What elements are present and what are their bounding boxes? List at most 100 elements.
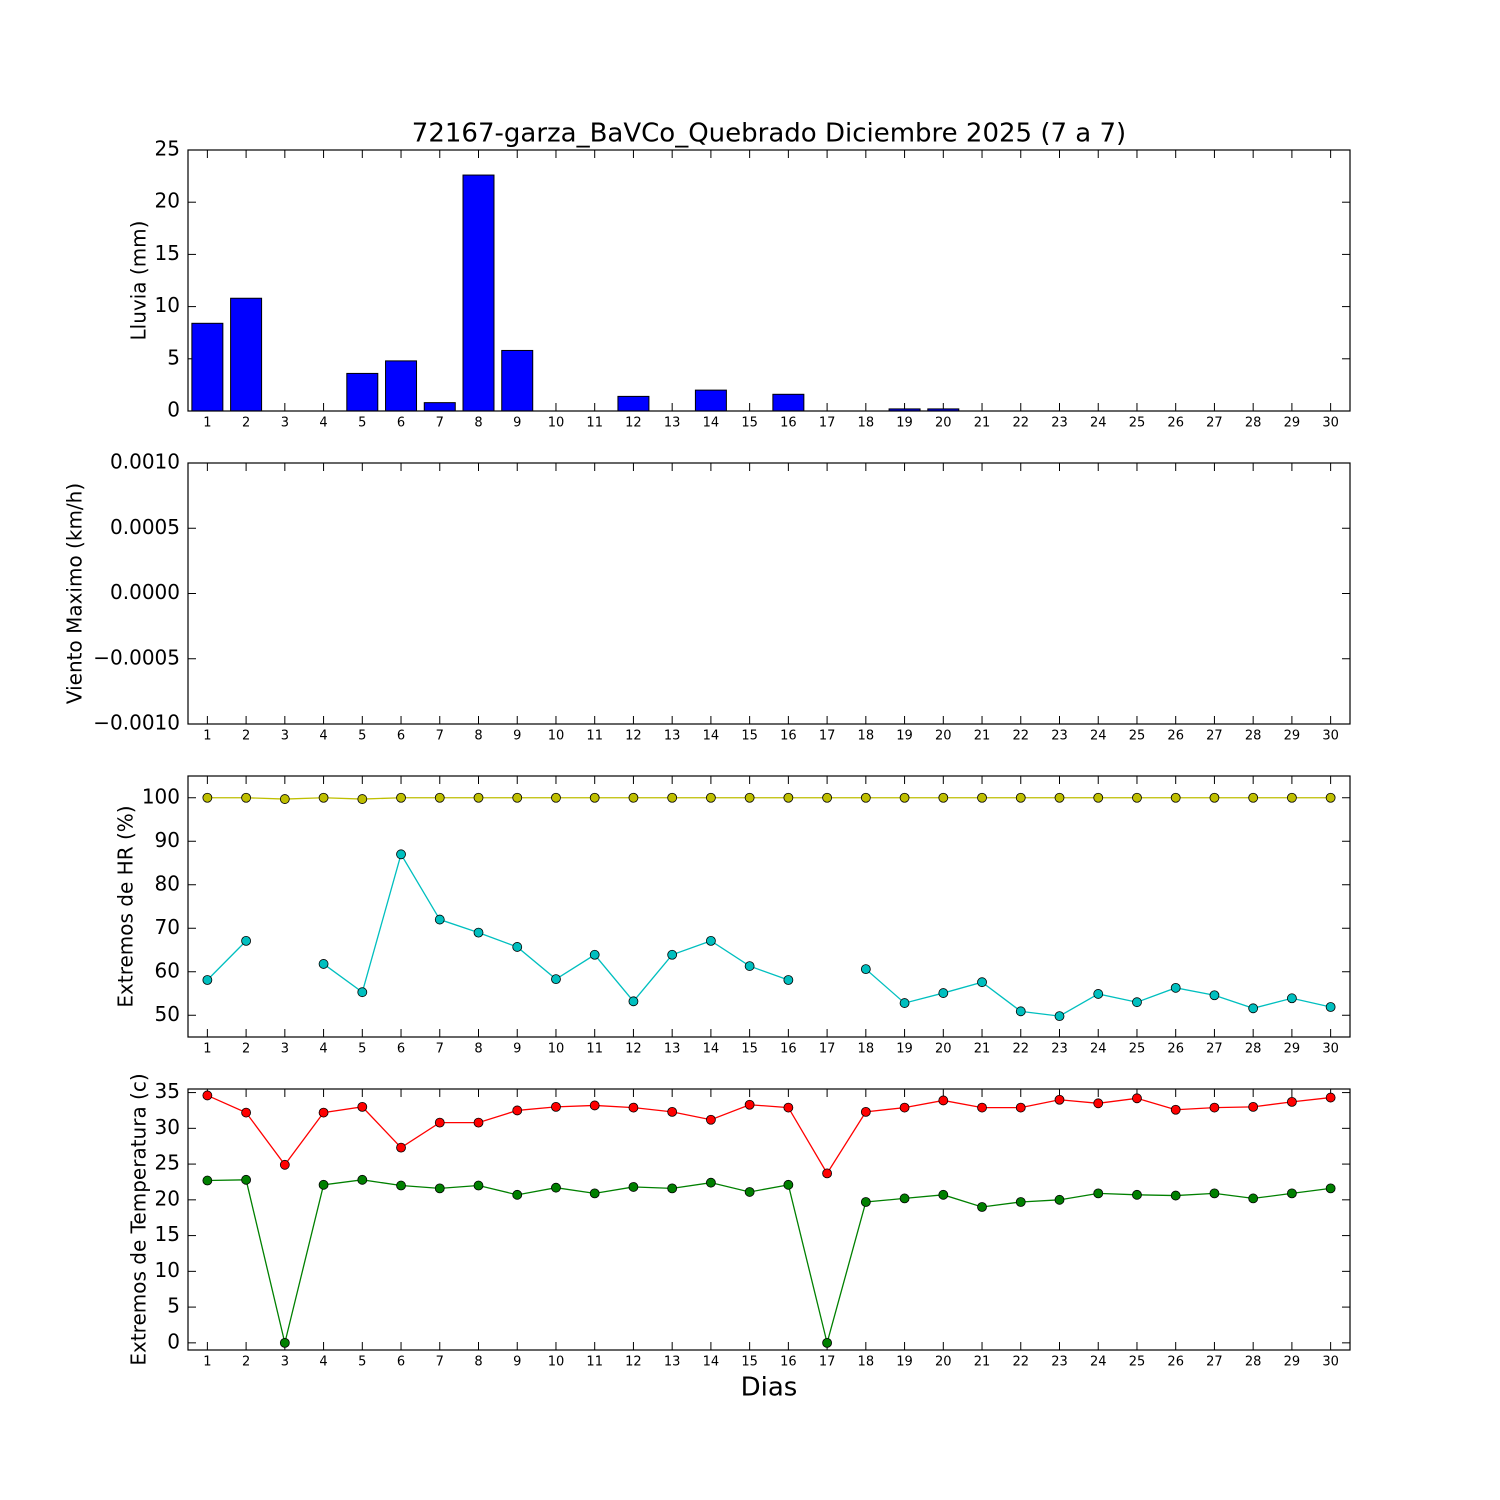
point <box>1132 1189 1142 1200</box>
x-tick-label: 22 <box>1012 416 1029 431</box>
point <box>1015 792 1026 803</box>
point <box>706 1114 716 1125</box>
bar <box>462 174 495 412</box>
x-tick-label: 13 <box>664 1355 681 1370</box>
axes-frame <box>187 775 1351 1038</box>
x-tick-label: 12 <box>625 1355 642 1370</box>
point <box>706 792 716 803</box>
point <box>1132 1093 1142 1104</box>
x-tick-label: 3 <box>281 416 289 431</box>
x-tick-label: 18 <box>858 416 875 431</box>
x-tick-label: 24 <box>1090 416 1107 431</box>
x-tick-label: 10 <box>548 1355 565 1370</box>
x-tick-label: 26 <box>1167 729 1184 744</box>
point <box>899 1102 910 1113</box>
y-axis-label: Lluvia (mm) <box>127 221 151 341</box>
x-tick-label: 16 <box>780 729 797 744</box>
x-tick-label: 23 <box>1051 1042 1068 1057</box>
point <box>860 1106 871 1117</box>
x-tick-label: 28 <box>1245 416 1262 431</box>
x-tick-label: 10 <box>548 729 565 744</box>
point <box>396 1142 406 1153</box>
y-tick-label: −0.0010 <box>93 711 180 735</box>
y-tick-label: 20 <box>155 189 180 213</box>
point <box>1093 1098 1104 1109</box>
x-tick-label: 15 <box>741 416 758 431</box>
series-line <box>207 1094 1331 1175</box>
point <box>1287 993 1297 1004</box>
y-tick-label: 20 <box>155 1186 180 1210</box>
x-tick-label: 1 <box>203 416 211 431</box>
point <box>783 1102 794 1113</box>
point <box>589 949 600 960</box>
chart-title: 72167-garza_BaVCo_Quebrado Diciembre 202… <box>412 119 1126 149</box>
x-tick-label: 16 <box>780 1355 797 1370</box>
x-tick-label: 25 <box>1129 729 1146 744</box>
plot-area <box>188 463 1350 724</box>
y-tick-label: 35 <box>155 1079 180 1103</box>
x-tick-label: 20 <box>935 729 952 744</box>
point <box>628 1102 639 1113</box>
point <box>783 975 794 985</box>
x-tick-label: 12 <box>625 1042 642 1057</box>
point <box>202 1090 213 1101</box>
point <box>396 849 406 860</box>
bar <box>230 297 263 412</box>
x-tick-label: 21 <box>974 1042 991 1057</box>
y-axis-label: Viento Maximo (km/h) <box>63 483 87 704</box>
x-tick-label: 4 <box>319 416 327 431</box>
x-tick-label: 11 <box>586 416 603 431</box>
x-tick-label: 7 <box>436 416 444 431</box>
x-tick-label: 29 <box>1284 416 1301 431</box>
x-tick-label: 27 <box>1206 1355 1223 1370</box>
point <box>357 1174 368 1185</box>
point <box>1170 792 1181 803</box>
y-tick-label: 0.0005 <box>110 515 180 539</box>
point <box>822 792 832 803</box>
point <box>860 1197 871 1207</box>
point <box>1093 792 1104 803</box>
x-tick-label: 29 <box>1284 729 1301 744</box>
point <box>434 1183 445 1194</box>
x-tick-label: 26 <box>1167 1355 1184 1370</box>
y-tick-label: 25 <box>155 1151 180 1175</box>
x-tick-label: 5 <box>358 1042 366 1057</box>
x-tick-label: 17 <box>819 1355 836 1370</box>
x-tick-label: 10 <box>548 416 565 431</box>
point <box>1132 792 1142 803</box>
point <box>1170 1190 1181 1201</box>
point <box>551 1182 561 1193</box>
point <box>822 1337 832 1348</box>
x-tick-label: 14 <box>703 729 720 744</box>
point <box>1209 1188 1220 1199</box>
y-axis-label: Extremos de Temperatura (c) <box>127 1073 151 1365</box>
point <box>667 949 678 960</box>
y-tick-label: 90 <box>155 828 180 852</box>
point <box>822 1168 832 1179</box>
x-tick-label: 11 <box>586 729 603 744</box>
x-tick-label: 17 <box>819 1042 836 1057</box>
point <box>1054 1094 1065 1105</box>
x-tick-label: 4 <box>319 1042 327 1057</box>
x-tick-label: 30 <box>1322 416 1339 431</box>
x-tick-label: 15 <box>741 729 758 744</box>
point <box>357 794 368 804</box>
point <box>1209 1102 1220 1113</box>
point <box>434 1117 445 1128</box>
point <box>1015 1102 1026 1113</box>
point <box>1325 1092 1336 1103</box>
x-tick-label: 21 <box>974 1355 991 1370</box>
x-tick-label: 19 <box>896 1355 913 1370</box>
point <box>1287 1188 1297 1199</box>
x-tick-label: 20 <box>935 1355 952 1370</box>
x-tick-label: 28 <box>1245 729 1262 744</box>
x-axis-label: Dias <box>741 1373 798 1403</box>
point <box>241 1107 252 1118</box>
point <box>1054 1194 1065 1205</box>
point <box>202 1175 213 1186</box>
x-tick-label: 24 <box>1090 1042 1107 1057</box>
point <box>241 792 252 803</box>
point <box>1287 1096 1297 1107</box>
point <box>1132 997 1142 1008</box>
point <box>628 792 639 803</box>
